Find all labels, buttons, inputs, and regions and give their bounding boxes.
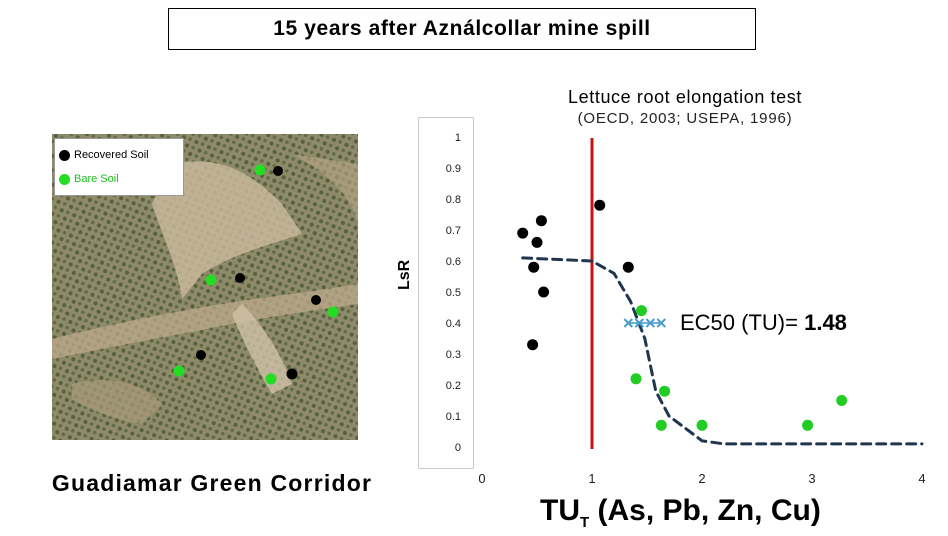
ec50-marker [634,318,645,328]
y-tick-label: 0.4 [446,318,461,330]
bare-soil-point [630,373,642,385]
legend-item-recovered: Recovered Soil [59,143,179,167]
y-axis-frame [418,117,474,469]
bare-soil-point [696,419,708,431]
chart-subtitle: (OECD, 2003; USEPA, 1996) [577,110,793,127]
recovered-soil-point [527,339,539,351]
bare-marker-icon [59,173,70,185]
y-tick-label: 0.7 [446,225,461,237]
site-recovered [273,166,283,176]
y-tick-label: 0.2 [446,380,461,392]
y-axis-label: LsR [396,259,413,290]
site-recovered [196,350,206,360]
y-tick-label: 0 [455,442,461,454]
ec50-marker [623,318,634,328]
bare-soil-point [636,305,647,317]
map-legend: Recovered Soil Bare Soil [54,138,184,196]
legend-label: Recovered Soil [74,149,149,161]
site-recovered [235,273,245,283]
x-tick-label: 0 [478,471,485,486]
y-tick-label: 0.9 [446,163,461,175]
bare-soil-point [802,419,814,431]
x-axis-label-rest: (As, Pb, Zn, Cu) [589,494,821,527]
y-tick-label: 0.6 [446,256,461,268]
chart-title: Lettuce root elongation test [568,87,802,107]
x-axis-label-main: TU [540,494,580,527]
ec50-label: EC50 (TU)= [680,310,805,335]
y-tick-label: 0.8 [446,194,461,206]
recovered-marker-icon [59,149,70,161]
bare-soil-point [659,385,671,397]
recovered-soil-point [594,199,606,211]
site-recovered [286,368,298,380]
bare-soil-point [655,419,667,431]
recovered-soil-point [538,286,550,298]
site-bare [265,373,277,385]
site-bare [254,164,266,176]
x-tick-label: 1 [588,471,595,486]
x-tick-label: 2 [698,471,705,486]
x-axis-label-sub: T [580,514,590,531]
y-tick-label: 1 [455,132,461,144]
satellite-map: Recovered Soil Bare Soil [52,134,358,440]
ec50-marker [645,318,656,328]
site-bare [327,306,339,318]
recovered-soil-point [535,215,547,227]
map-caption: Guadiamar Green Corridor [51,470,373,496]
site-bare [173,365,185,377]
y-tick-label: 0.3 [446,349,461,361]
fit-curve [521,256,924,446]
x-axis-label: TUT (As, Pb, Zn, Cu) [540,494,900,531]
site-recovered [311,295,321,305]
y-tick-label: 0.5 [446,287,461,299]
recovered-soil-point [528,261,540,273]
page-title: 15 years after Aználcollar mine spill [168,8,756,50]
site-bare [205,274,217,286]
x-tick-label: 4 [918,471,925,486]
recovered-soil-point [531,236,543,248]
x-tick-label: 3 [808,471,815,486]
recovered-soil-point [622,261,634,273]
ec50-marker [656,318,667,328]
legend-item-bare: Bare Soil [59,167,179,191]
y-tick-label: 0.1 [446,411,461,423]
ec50-value: 1.48 [804,310,847,335]
legend-label: Bare Soil [74,173,119,185]
bare-soil-point [836,395,848,406]
ec50-annotation: EC50 (TU)= 1.48 [680,310,847,336]
recovered-soil-point [517,227,529,239]
